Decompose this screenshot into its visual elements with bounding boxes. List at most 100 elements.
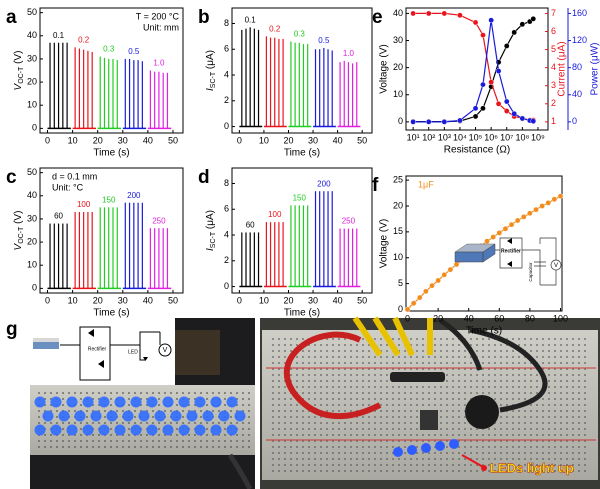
led bbox=[218, 410, 230, 422]
circuit-lines bbox=[60, 326, 161, 381]
series-line bbox=[413, 12, 534, 121]
y-tick-label: 30 bbox=[393, 35, 403, 45]
point bbox=[530, 16, 537, 22]
plot-frame bbox=[39, 7, 184, 134]
inset-label: V bbox=[554, 263, 558, 269]
point bbox=[472, 19, 479, 26]
y-tick-label: 0 bbox=[398, 304, 403, 314]
y-tick-label: 30 bbox=[27, 53, 37, 63]
led bbox=[34, 396, 46, 408]
axis-label-part: I bbox=[205, 248, 216, 251]
led bbox=[186, 410, 198, 422]
group-label: 150 bbox=[102, 195, 116, 204]
led bbox=[421, 443, 431, 453]
point bbox=[520, 214, 527, 220]
group-label: 250 bbox=[342, 217, 356, 226]
y-tick-label: 10 bbox=[393, 89, 403, 99]
point bbox=[511, 110, 517, 117]
y2-tick-label: 2 bbox=[551, 98, 556, 108]
led bbox=[407, 445, 417, 455]
y-tick-label: 10 bbox=[27, 100, 37, 110]
circuit-lines bbox=[495, 237, 557, 286]
axis-label: Voltage (V) bbox=[379, 44, 390, 93]
led bbox=[42, 410, 54, 422]
arrow bbox=[461, 454, 486, 469]
point bbox=[410, 300, 417, 307]
x-tick-label: 30 bbox=[118, 135, 128, 145]
group-label: 250 bbox=[152, 216, 166, 225]
point bbox=[416, 294, 423, 301]
x-tick-label: 0 bbox=[237, 295, 242, 305]
panel-label: g bbox=[6, 319, 18, 340]
x-tick-label: 80 bbox=[525, 313, 535, 323]
x-tick-label: 0 bbox=[237, 135, 242, 145]
y2-tick-label: 7 bbox=[551, 8, 556, 18]
point bbox=[503, 43, 510, 49]
x-tick-label: 50 bbox=[357, 135, 367, 145]
diodes bbox=[507, 238, 512, 267]
axis-label: ISC-T (μA) bbox=[205, 50, 218, 91]
plot-frame bbox=[231, 167, 373, 294]
group-label: 0.5 bbox=[128, 47, 140, 56]
inset-label: Capacitor bbox=[528, 262, 533, 282]
y3-tick-label: 160 bbox=[572, 8, 587, 18]
led bbox=[194, 396, 206, 408]
axis-label-part: V bbox=[13, 242, 24, 250]
axis-label-part: V bbox=[13, 82, 24, 90]
y-tick-label: 8 bbox=[224, 178, 229, 188]
diodes bbox=[88, 329, 148, 368]
point bbox=[508, 221, 515, 228]
y-tick-label: 20 bbox=[393, 200, 403, 210]
axis-label: Power (μW) bbox=[590, 43, 600, 96]
annotation: 1μF bbox=[418, 179, 434, 189]
axis-label-part: I bbox=[205, 88, 216, 91]
group-label: 100 bbox=[268, 210, 282, 219]
point bbox=[453, 261, 460, 268]
inset-label: Rectifier bbox=[88, 346, 107, 352]
x-tick-label: 30 bbox=[308, 295, 318, 305]
point bbox=[527, 210, 533, 217]
axis-label: VOC-T (V) bbox=[13, 211, 26, 251]
led bbox=[90, 410, 102, 422]
led bbox=[138, 410, 150, 422]
y-tick-label: 6 bbox=[224, 44, 229, 54]
x-tick-label: 10 bbox=[68, 295, 78, 305]
point bbox=[519, 115, 526, 122]
led bbox=[178, 424, 190, 436]
y-tick-label: 2 bbox=[224, 255, 229, 265]
annotation: Unit: mm bbox=[143, 22, 179, 32]
x-axis-label: Time (s) bbox=[466, 326, 502, 337]
led bbox=[162, 396, 174, 408]
panel-label: b bbox=[198, 7, 210, 28]
breadboard-holes bbox=[270, 335, 590, 475]
x-tick-label: 30 bbox=[118, 295, 128, 305]
x-tick-label: 10⁶ bbox=[484, 132, 498, 142]
x-tick-label: 40 bbox=[143, 135, 153, 145]
wire bbox=[227, 453, 253, 489]
x-tick-label: 50 bbox=[168, 135, 178, 145]
axis-label: ISC-T (μA) bbox=[205, 210, 218, 251]
panel-label: f bbox=[372, 175, 379, 196]
point bbox=[496, 230, 503, 236]
y-tick-label: 0 bbox=[224, 121, 229, 131]
x-tick-label: 10 bbox=[68, 135, 78, 145]
axis-label: Voltage (V) bbox=[379, 219, 390, 268]
axis-label-part: OC-T bbox=[18, 66, 25, 84]
axis-label-part: OC-T bbox=[18, 226, 25, 244]
led bbox=[226, 424, 238, 436]
group-label: 60 bbox=[54, 212, 63, 221]
point bbox=[514, 217, 521, 224]
y2-tick-label: 1 bbox=[551, 116, 556, 126]
x-tick-label: 60 bbox=[494, 313, 504, 323]
x-tick-label: 10 bbox=[259, 135, 269, 145]
point bbox=[488, 79, 494, 85]
axis-label-part: SC-T bbox=[210, 71, 217, 88]
annotation: Unit: °C bbox=[52, 182, 84, 192]
point bbox=[519, 21, 526, 28]
led bbox=[50, 424, 62, 436]
y-tick-label: 40 bbox=[27, 30, 37, 40]
y3-tick-label: 0 bbox=[572, 116, 577, 126]
point bbox=[447, 266, 454, 273]
led bbox=[66, 396, 78, 408]
